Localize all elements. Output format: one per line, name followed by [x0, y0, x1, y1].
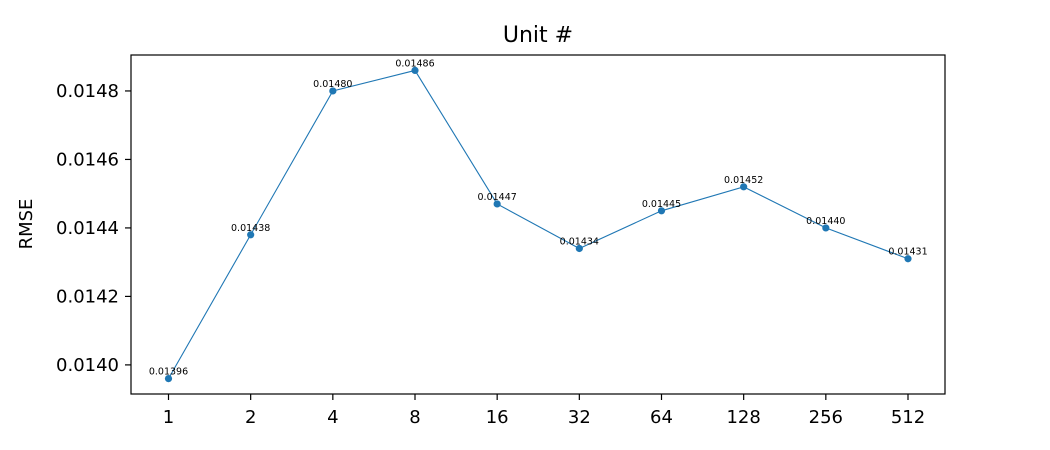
data-point	[247, 231, 255, 239]
x-tick-label: 16	[486, 407, 509, 428]
series-line	[168, 69, 909, 379]
data-label: 0.01480	[313, 79, 352, 90]
data-point	[493, 200, 501, 208]
x-tick-label: 512	[891, 407, 925, 428]
data-label: 0.01438	[231, 223, 270, 234]
x-tick-label: 8	[409, 407, 420, 428]
x-tick-label: 256	[809, 407, 843, 428]
plot-frame	[130, 54, 946, 395]
x-tick-label: 1	[163, 407, 174, 428]
data-label: 0.01452	[724, 175, 763, 186]
data-point	[822, 224, 830, 232]
data-point	[657, 207, 666, 215]
data-point	[575, 244, 583, 253]
data-point	[904, 255, 912, 263]
x-tick-label: 32	[568, 407, 591, 428]
data-label: 0.01434	[560, 236, 599, 247]
y-tick-label: 0.0140	[56, 355, 119, 376]
data-label: 0.01486	[395, 58, 434, 69]
data-label: 0.01445	[642, 199, 681, 210]
x-tick-label: 64	[650, 407, 673, 428]
data-point	[164, 374, 173, 383]
data-label: 0.01447	[478, 192, 517, 203]
data-point	[329, 87, 337, 95]
data-label: 0.01440	[806, 216, 845, 227]
data-label: 0.01396	[149, 367, 188, 378]
chart-title: Unit #	[503, 23, 573, 48]
plot-area: 0.0140 0.0142 0.0144 0.0146 0.0148 1 2 4 8 16 32 64…	[56, 54, 946, 428]
data-point	[740, 183, 748, 191]
y-tick-label: 0.0148	[56, 81, 119, 102]
y-tick-label: 0.0142	[56, 286, 119, 307]
data-point	[411, 66, 419, 75]
x-tick-label: 4	[327, 407, 338, 428]
y-tick-label: 0.0144	[56, 218, 119, 239]
y-tick-label: 0.0146	[56, 149, 119, 170]
x-tick-label: 2	[245, 407, 256, 428]
data-label: 0.01431	[888, 247, 927, 258]
y-axis-label: RMSE	[16, 199, 37, 250]
x-tick-label: 128	[726, 407, 760, 428]
